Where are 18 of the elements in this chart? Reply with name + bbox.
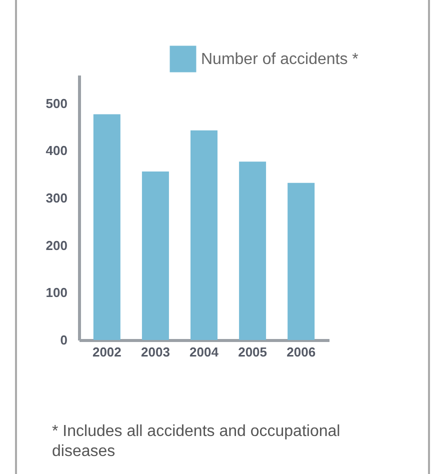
y-tick-label: 300	[46, 190, 68, 206]
bar	[93, 114, 120, 340]
x-tick-label: 2002	[92, 344, 122, 360]
legend-label: Number of accidents *	[201, 51, 358, 68]
y-tick-label: 0	[60, 332, 68, 348]
bar	[190, 130, 218, 340]
bar	[288, 182, 315, 340]
x-tick-label: 2005	[238, 344, 268, 360]
y-tick-label: 500	[46, 96, 68, 111]
text: * Includes all accidents and occupational diseases	[52, 422, 342, 462]
y-tick-label: 100	[46, 285, 68, 300]
x-tick-label: 2004	[190, 344, 220, 360]
x-tick-label: 2006	[286, 344, 316, 360]
bar	[239, 162, 266, 340]
bar	[142, 172, 169, 340]
y-tick-label: 400	[46, 143, 68, 158]
y-tick-label: 200	[46, 238, 68, 253]
x-tick-label: 2003	[140, 344, 170, 360]
